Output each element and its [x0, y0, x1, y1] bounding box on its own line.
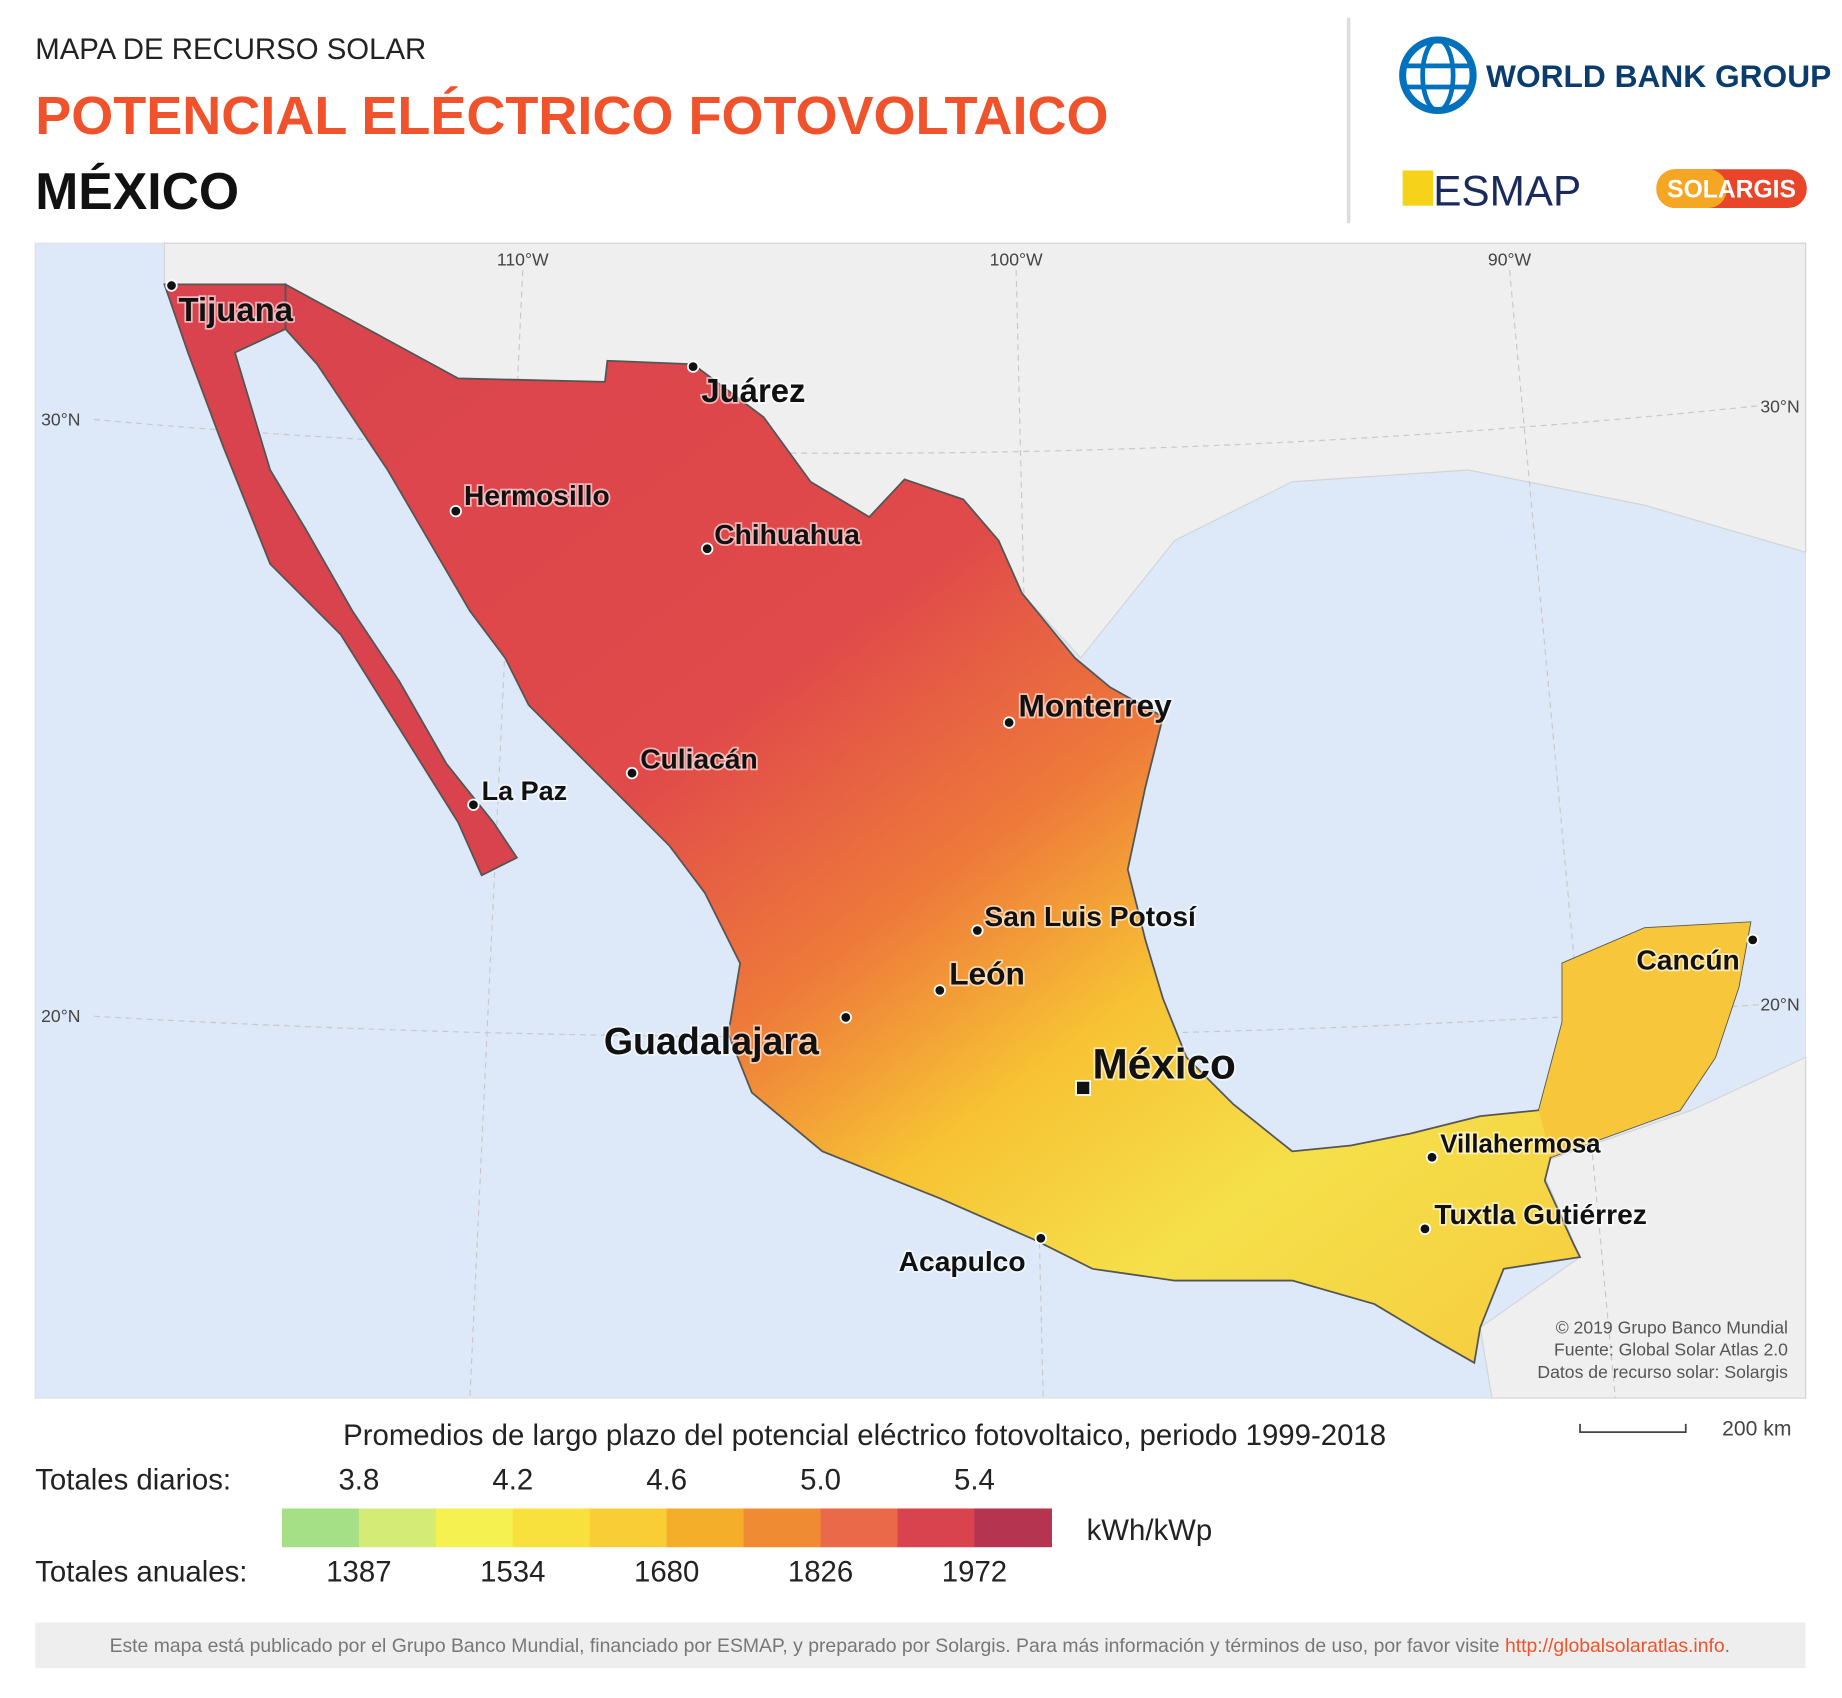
- city-marker: [971, 924, 984, 937]
- graticule-label: 30°N: [1760, 396, 1799, 416]
- graticule-label: 110°W: [497, 250, 549, 270]
- city-marker: [625, 766, 639, 780]
- logo-text: ESMAP: [1433, 168, 1581, 215]
- city-marker: [686, 360, 700, 373]
- credits: © 2019 Grupo Banco Mundial Fuente: Global…: [1537, 1317, 1788, 1382]
- city-marker: [1425, 1151, 1439, 1164]
- graticule-label: 100°W: [990, 250, 1043, 270]
- world-bank-logo: WORLD BANK GROUP: [1399, 36, 1831, 115]
- city-marker: [839, 1011, 852, 1024]
- city-label: Cancún: [1636, 943, 1739, 975]
- city-label: Chihuahua: [714, 518, 860, 550]
- graticule-label: 20°N: [41, 1006, 80, 1026]
- legend-swatch: [743, 1508, 822, 1548]
- legend-swatch: [589, 1508, 668, 1548]
- footer-end: .: [1725, 1635, 1730, 1657]
- baja-california: [163, 283, 519, 877]
- graticule-label: 20°N: [1760, 994, 1799, 1014]
- annual-value: 1534: [480, 1555, 545, 1588]
- annual-label: Totales anuales:: [35, 1555, 247, 1588]
- country: MÉXICO: [35, 162, 239, 220]
- credit-line: Datos de recurso solar: Solargis: [1537, 1362, 1788, 1382]
- scale-bar: 200 km: [1579, 1418, 1791, 1441]
- daily-value: 4.2: [492, 1464, 533, 1497]
- legend: Promedios de largo plazo del potencial e…: [35, 1418, 1791, 1589]
- map: Tijuana Juárez Hermosillo Chihuahua Monterre…: [34, 242, 1807, 1399]
- scale-label: 200 km: [1722, 1418, 1791, 1441]
- legend-swatch: [666, 1508, 745, 1548]
- legend-swatch: [281, 1508, 360, 1548]
- logo-text: WORLD BANK GROUP: [1486, 58, 1831, 94]
- city-label: La Paz: [482, 776, 568, 806]
- city-label: Villahermosa: [1440, 1131, 1601, 1159]
- title: POTENCIAL ELÉCTRICO FOTOVOLTAICO: [35, 86, 1108, 146]
- annual-value: 1826: [788, 1555, 853, 1588]
- city-marker: [701, 542, 714, 555]
- annual-value: 1387: [326, 1555, 391, 1588]
- legend-swatch: [435, 1508, 514, 1548]
- credit-line: © 2019 Grupo Banco Mundial: [1556, 1317, 1788, 1337]
- annual-value: 1972: [942, 1555, 1007, 1588]
- graticule-label: 30°N: [41, 409, 80, 429]
- city-label: México: [1093, 1041, 1236, 1088]
- city-marker: [1418, 1222, 1432, 1236]
- city-label: León: [949, 956, 1025, 992]
- south-land: [1479, 1056, 1807, 1399]
- daily-value: 3.8: [338, 1464, 379, 1497]
- legend-swatch: [897, 1508, 976, 1548]
- kicker: MAPA DE RECURSO SOLAR: [35, 33, 426, 66]
- legend-swatch: [512, 1508, 591, 1548]
- city-marker: [933, 984, 946, 997]
- city-label: Culiacán: [640, 742, 758, 774]
- daily-value: 5.4: [954, 1464, 995, 1497]
- city-label: Acapulco: [899, 1245, 1026, 1277]
- credit-line: Fuente: Global Solar Atlas 2.0: [1554, 1340, 1788, 1360]
- unit: kWh/kWp: [1087, 1514, 1213, 1547]
- footer-box: [35, 1622, 1806, 1669]
- cities: Tijuana Juárez Hermosillo Chihuahua Monterre…: [165, 279, 1759, 1279]
- solargis-logo: SOLARGIS: [1656, 169, 1807, 209]
- city-label: Tijuana: [179, 291, 294, 328]
- city-label: Tuxtla Gutiérrez: [1434, 1198, 1647, 1230]
- legend-title: Promedios de largo plazo del potencial e…: [343, 1419, 1386, 1452]
- city-label: Hermosillo: [464, 479, 610, 511]
- city-label: Guadalajara: [604, 1020, 820, 1062]
- legend-swatch: [358, 1508, 437, 1548]
- city-label: San Luis Potosí: [984, 900, 1197, 932]
- city-label: Monterrey: [1019, 688, 1173, 724]
- footer: Este mapa está publicado por el Grupo Ba…: [110, 1635, 1731, 1657]
- city-marker: [1002, 716, 1016, 729]
- daily-label: Totales diarios:: [35, 1464, 231, 1497]
- esmap-logo: ESMAP: [1402, 168, 1581, 215]
- graticule-label: 90°W: [1488, 250, 1532, 270]
- city-marker: [467, 798, 480, 811]
- city-marker: [165, 279, 178, 292]
- daily-value: 5.0: [800, 1464, 841, 1497]
- city-marker: [449, 504, 462, 518]
- footer-link[interactable]: http://globalsolaratlas.info: [1505, 1635, 1725, 1657]
- city-marker: [1746, 933, 1759, 947]
- capital-marker: [1075, 1079, 1092, 1096]
- city-label: Juárez: [701, 372, 805, 409]
- footer-text: Este mapa está publicado por el Grupo Ba…: [110, 1635, 1505, 1657]
- legend-swatch: [820, 1508, 899, 1548]
- annual-value: 1680: [634, 1555, 699, 1588]
- city-marker: [1034, 1232, 1047, 1245]
- legend-swatch: [974, 1508, 1052, 1548]
- daily-value: 4.6: [646, 1464, 687, 1497]
- yucatan: [1538, 922, 1751, 1158]
- logo-text: SOLARGIS: [1667, 176, 1796, 203]
